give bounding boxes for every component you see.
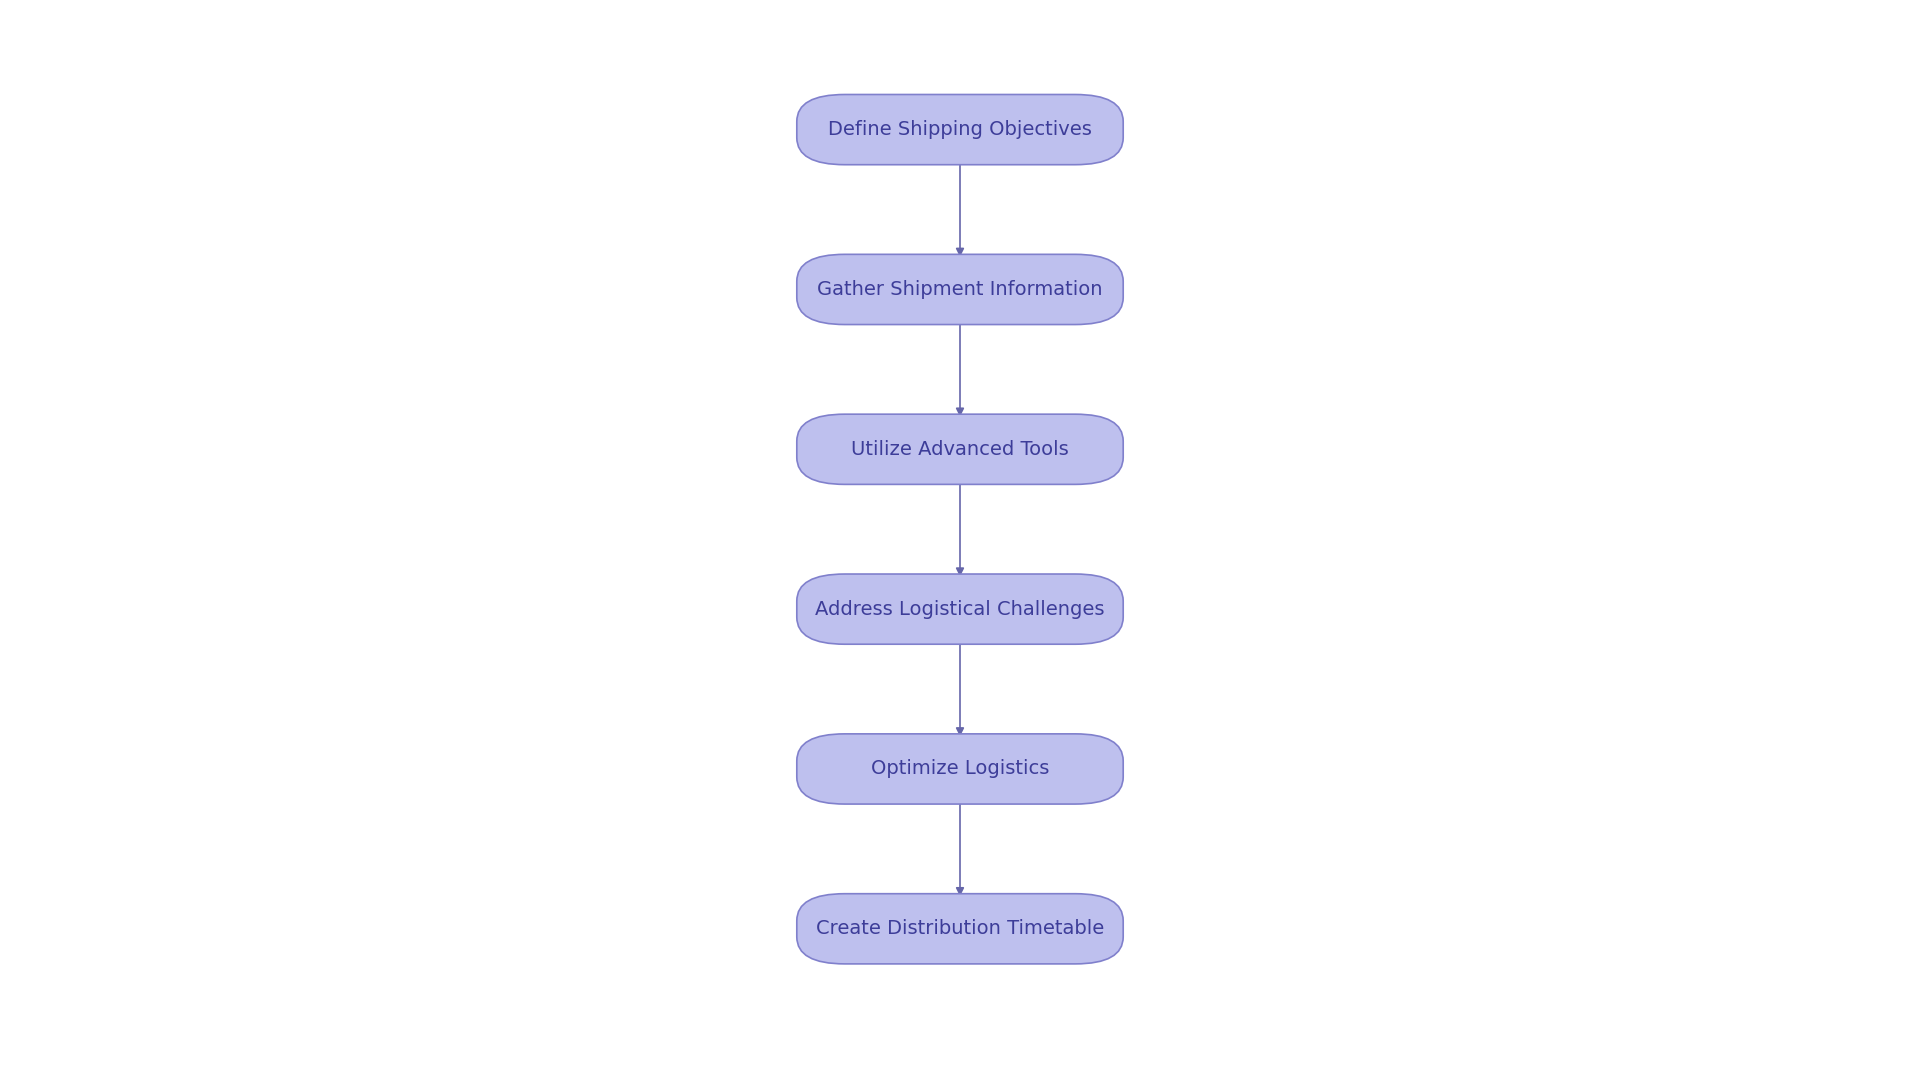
Text: Gather Shipment Information: Gather Shipment Information <box>818 280 1102 299</box>
FancyBboxPatch shape <box>797 575 1123 644</box>
FancyBboxPatch shape <box>797 94 1123 164</box>
Text: Optimize Logistics: Optimize Logistics <box>872 759 1048 779</box>
Text: Utilize Advanced Tools: Utilize Advanced Tools <box>851 440 1069 459</box>
Text: Create Distribution Timetable: Create Distribution Timetable <box>816 919 1104 939</box>
FancyBboxPatch shape <box>797 734 1123 804</box>
Text: Define Shipping Objectives: Define Shipping Objectives <box>828 120 1092 139</box>
FancyBboxPatch shape <box>797 255 1123 324</box>
Text: Address Logistical Challenges: Address Logistical Challenges <box>816 599 1104 619</box>
FancyBboxPatch shape <box>797 894 1123 963</box>
FancyBboxPatch shape <box>797 414 1123 484</box>
